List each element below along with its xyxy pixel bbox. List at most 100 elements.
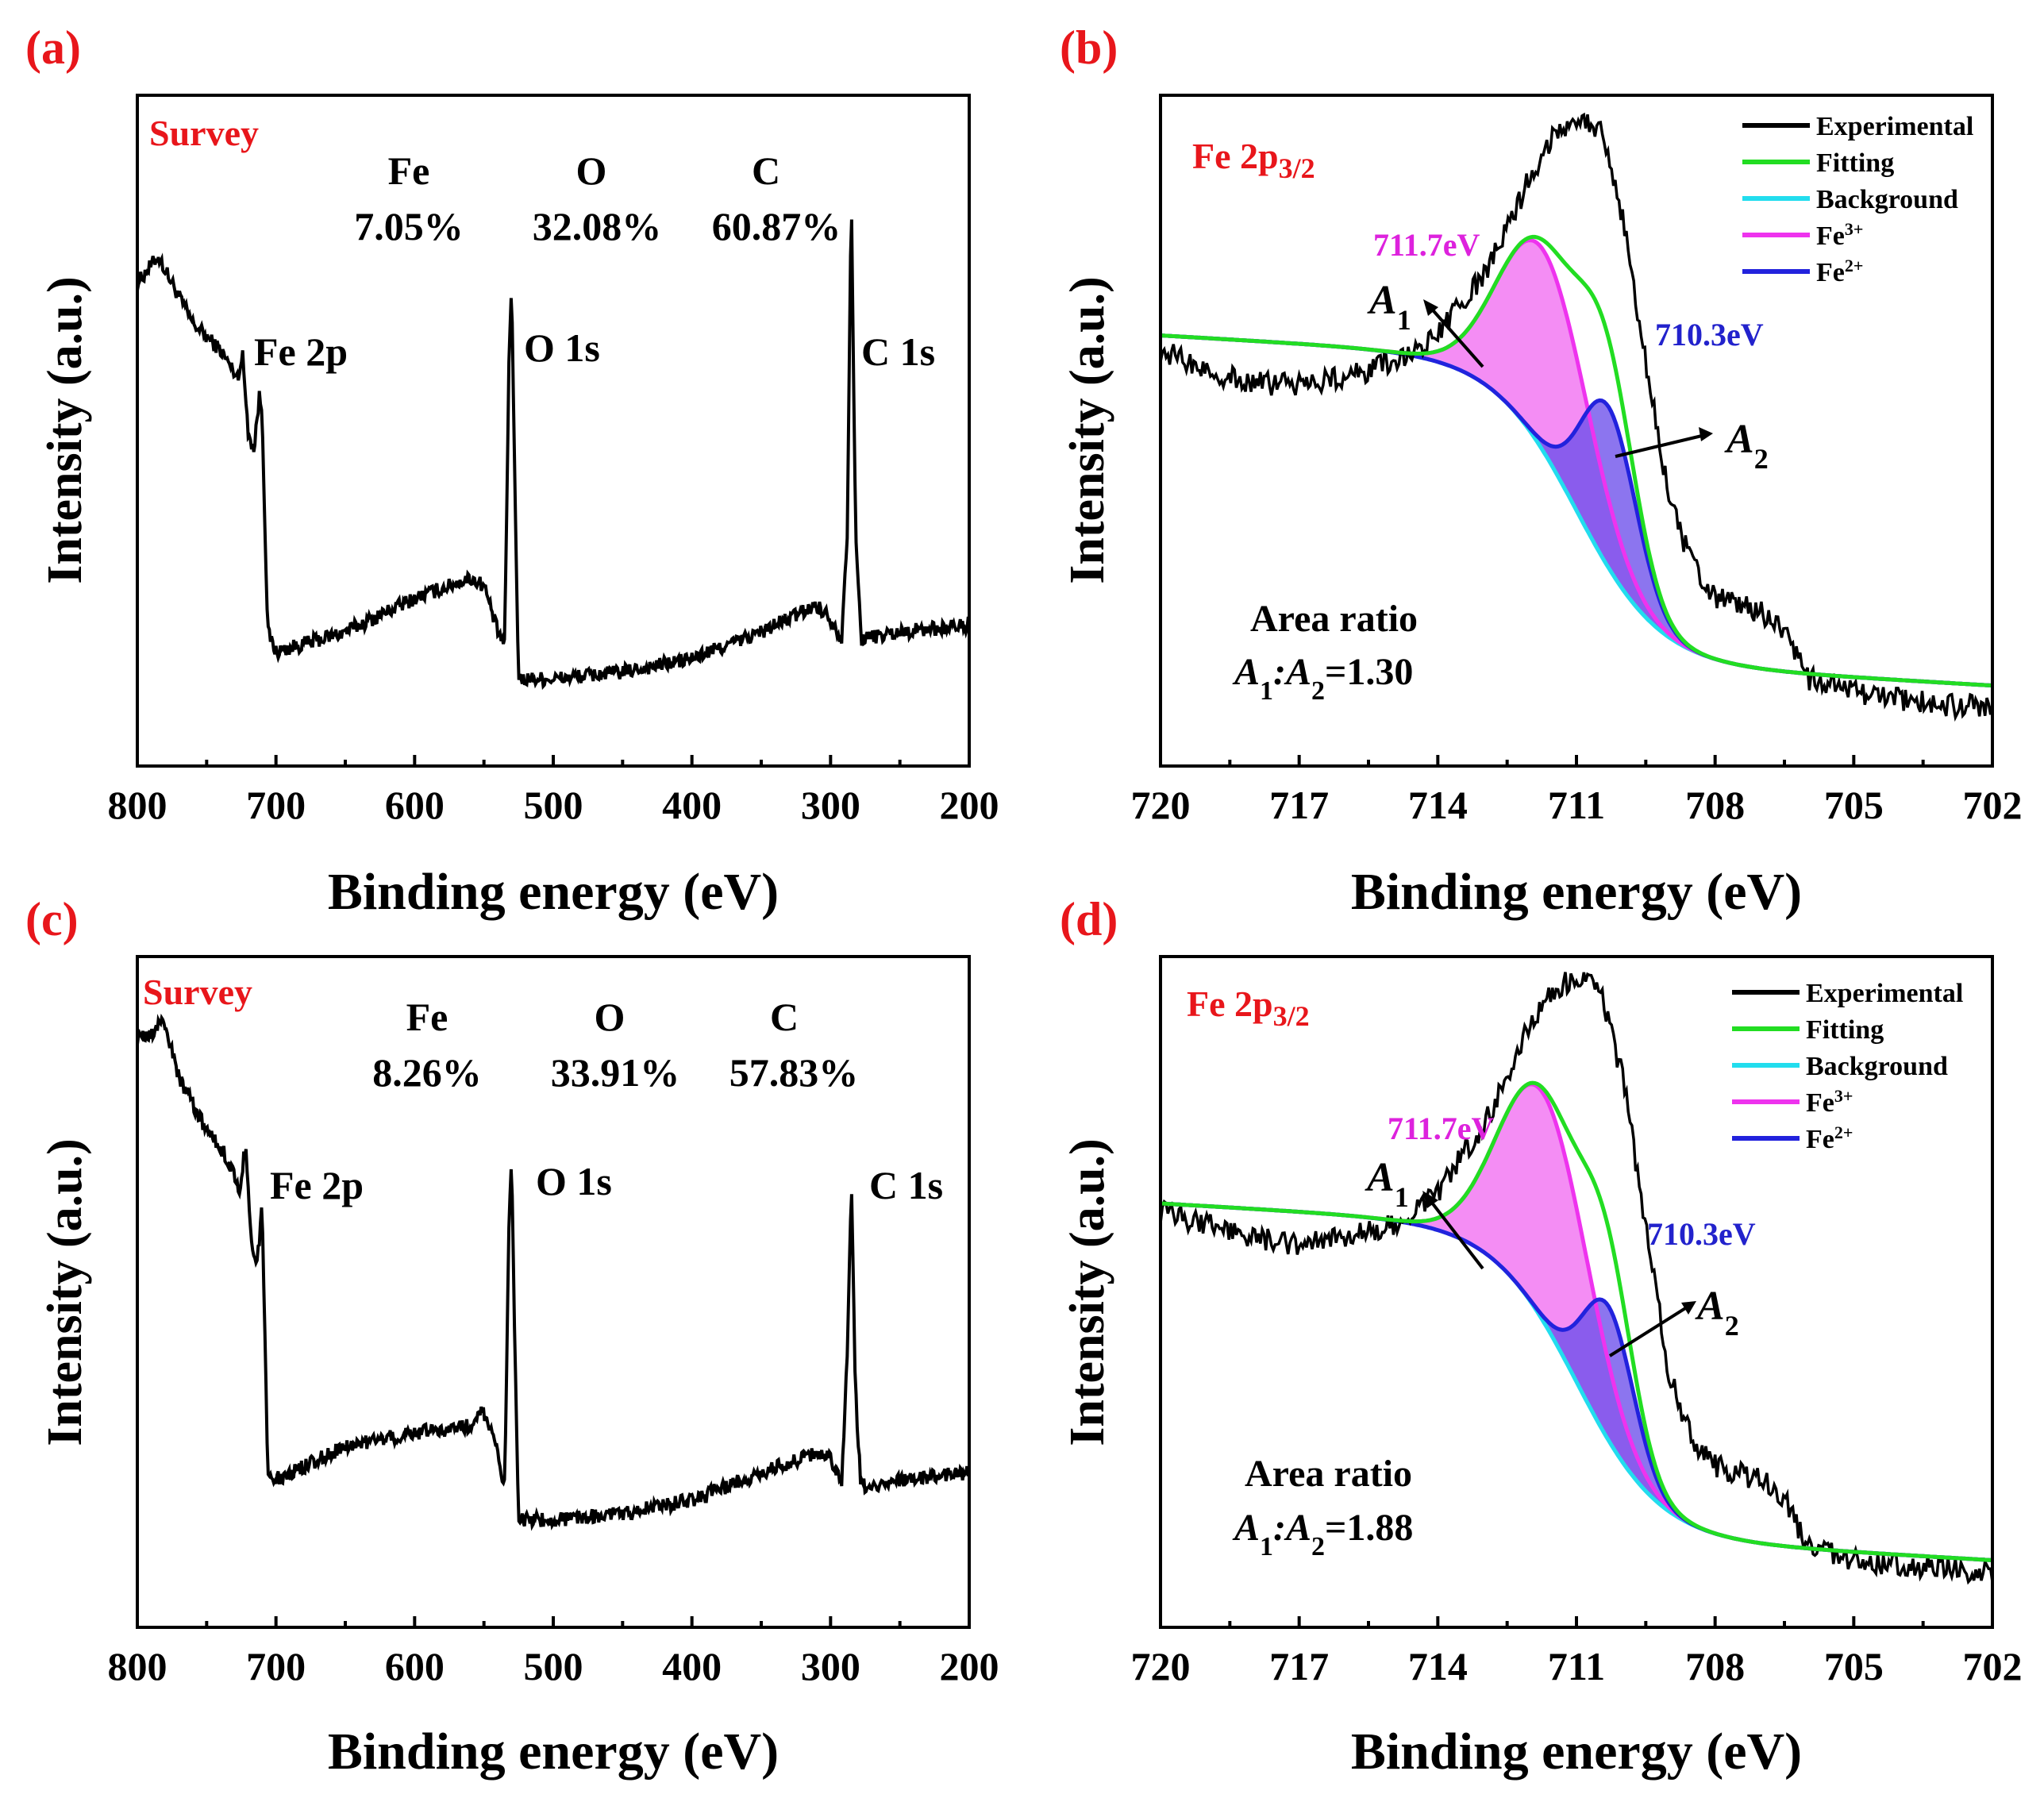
area-label-a2: A2 (1695, 1284, 1739, 1342)
x-tick-label: 600 (385, 1644, 445, 1688)
peak-position-fe2: 710.3eV (1647, 1216, 1756, 1252)
x-tick-label: 714 (1408, 1644, 1468, 1688)
x-tick-label: 720 (1131, 1644, 1191, 1688)
percent-fe: 7.05% (354, 204, 464, 248)
panel-label: (b) (1060, 21, 1118, 74)
fitting-line (1160, 234, 1993, 688)
x-tick-label: 708 (1685, 1644, 1745, 1688)
area-ratio-title: Area ratio (1250, 598, 1418, 640)
percent-c: 57.83% (729, 1050, 859, 1095)
x-tick-label: 800 (108, 783, 167, 827)
survey-spectrum-line (136, 1013, 971, 1531)
peak-position-fe2: 710.3eV (1655, 317, 1764, 352)
x-tick-label: 702 (1963, 1644, 2023, 1688)
experimental-line (1159, 972, 1994, 1585)
panel-a: (a) Survey Fe 7.05% O 32.08% C 60.87% Fe… (25, 21, 999, 921)
x-axis-title: Binding energy (eV) (1351, 1723, 1802, 1781)
survey-spectrum-line (136, 219, 970, 691)
x-tick-label: 600 (385, 783, 445, 827)
percent-o: 32.08% (533, 204, 662, 248)
area-label-a1: A1 (1365, 1155, 1409, 1213)
area-label-a2: A2 (1724, 417, 1769, 475)
area-ratio: A1:A2=1.30 (1232, 651, 1413, 706)
panel-label: (c) (25, 893, 79, 945)
x-tick-label: 200 (940, 783, 999, 827)
survey-title: Survey (149, 113, 259, 153)
peak-label-fe2p: Fe 2p (254, 329, 348, 374)
fe2p-title: Fe 2p3/2 (1192, 136, 1315, 184)
legend-fe2: Fe2+ (1816, 256, 1863, 288)
legend-fe3: Fe3+ (1806, 1086, 1853, 1118)
arrow-a2 (1615, 433, 1706, 458)
legend-experimental: Experimental (1806, 979, 1963, 1008)
peak-label-o1s: O 1s (536, 1159, 612, 1203)
peak-label-c1s: C 1s (861, 329, 935, 374)
fitting-line (1160, 1080, 1993, 1562)
element-fe: Fe (406, 995, 448, 1039)
x-tick-label: 708 (1685, 783, 1745, 827)
x-tick-label: 700 (246, 783, 306, 827)
experimental-line (1159, 112, 1994, 722)
percent-fe: 8.26% (372, 1050, 482, 1095)
element-c: C (752, 148, 780, 193)
x-tick-label: 300 (801, 1644, 860, 1688)
area-ratio: A1:A2=1.88 (1232, 1507, 1413, 1561)
x-axis-title: Binding energy (eV) (328, 863, 779, 921)
x-tick-label: 400 (662, 1644, 722, 1688)
panel-d: (d) Fe 2p3/2 Experimental Fitting Backgr… (1060, 893, 2023, 1781)
percent-o: 33.91% (551, 1050, 680, 1095)
y-axis-title: Intensity (a.u.) (1060, 276, 1114, 584)
x-tick-label: 711 (1548, 783, 1605, 827)
x-tick-label: 720 (1131, 783, 1191, 827)
panel-b: (b) Fe 2p3/2 Experimental Fitting Backgr… (1060, 21, 2023, 921)
x-tick-label: 400 (662, 783, 722, 827)
peak-position-fe3: 711.7eV (1373, 227, 1480, 263)
element-o: O (576, 148, 607, 193)
legend-background: Background (1816, 185, 1958, 214)
legend-fe3: Fe3+ (1816, 219, 1863, 252)
legend: Experimental Fitting Background Fe3+ Fe2… (1732, 979, 1963, 1154)
x-tick-label: 714 (1408, 783, 1468, 827)
y-axis-title: Intensity (a.u.) (1060, 1138, 1114, 1446)
area-label-a1: A1 (1367, 278, 1411, 336)
composition: Fe 8.26% O 33.91% C 57.83% (372, 995, 858, 1095)
arrow-a1 (1427, 304, 1484, 368)
legend-fitting: Fitting (1816, 148, 1894, 178)
arrowhead-a1 (1422, 1191, 1438, 1208)
composition: Fe 7.05% O 32.08% C 60.87% (354, 148, 841, 248)
percent-c: 60.87% (712, 204, 841, 248)
x-tick-label: 711 (1548, 1644, 1605, 1688)
legend-background: Background (1806, 1052, 1948, 1081)
x-tick-label: 717 (1269, 1644, 1329, 1688)
x-tick-label: 500 (524, 783, 583, 827)
arrowhead-a2 (1681, 1301, 1696, 1315)
x-tick-label: 200 (940, 1644, 999, 1688)
arrowhead-a2 (1699, 427, 1713, 441)
legend-fe2: Fe2+ (1806, 1122, 1853, 1155)
element-fe: Fe (388, 148, 430, 193)
peak-label-fe2p: Fe 2p (270, 1163, 364, 1207)
x-tick-label: 500 (524, 1644, 583, 1688)
fe2p-title: Fe 2p3/2 (1187, 984, 1310, 1032)
area-ratio-title: Area ratio (1245, 1453, 1412, 1495)
panel-c: (c) Survey Fe 8.26% O 33.91% C 57.83% Fe… (25, 893, 999, 1781)
y-axis-title: Intensity (a.u.) (38, 276, 92, 584)
survey-title: Survey (143, 972, 252, 1012)
legend: Experimental Fitting Background Fe3+ Fe2… (1742, 112, 1973, 287)
x-tick-label: 702 (1963, 783, 2023, 827)
element-o: O (595, 995, 626, 1039)
peak-position-fe3: 711.7eV (1388, 1111, 1495, 1146)
x-axis-title: Binding energy (eV) (1351, 863, 1802, 921)
x-tick-label: 705 (1824, 1644, 1884, 1688)
x-tick-label: 700 (246, 1644, 306, 1688)
arrow-a1 (1427, 1197, 1484, 1270)
x-axis-title: Binding energy (eV) (328, 1723, 779, 1781)
peak-label-o1s: O 1s (524, 325, 600, 370)
legend-fitting: Fitting (1806, 1015, 1884, 1045)
panel-label: (a) (25, 21, 81, 74)
element-c: C (770, 995, 799, 1039)
y-axis-title: Intensity (a.u.) (38, 1138, 92, 1446)
panel-label: (d) (1060, 893, 1118, 945)
x-tick-label: 705 (1824, 783, 1884, 827)
arrowhead-a1 (1423, 299, 1438, 316)
